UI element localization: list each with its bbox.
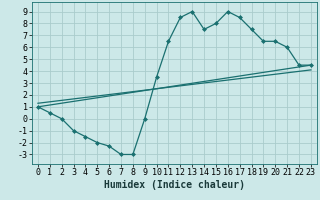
X-axis label: Humidex (Indice chaleur): Humidex (Indice chaleur) (104, 180, 245, 190)
